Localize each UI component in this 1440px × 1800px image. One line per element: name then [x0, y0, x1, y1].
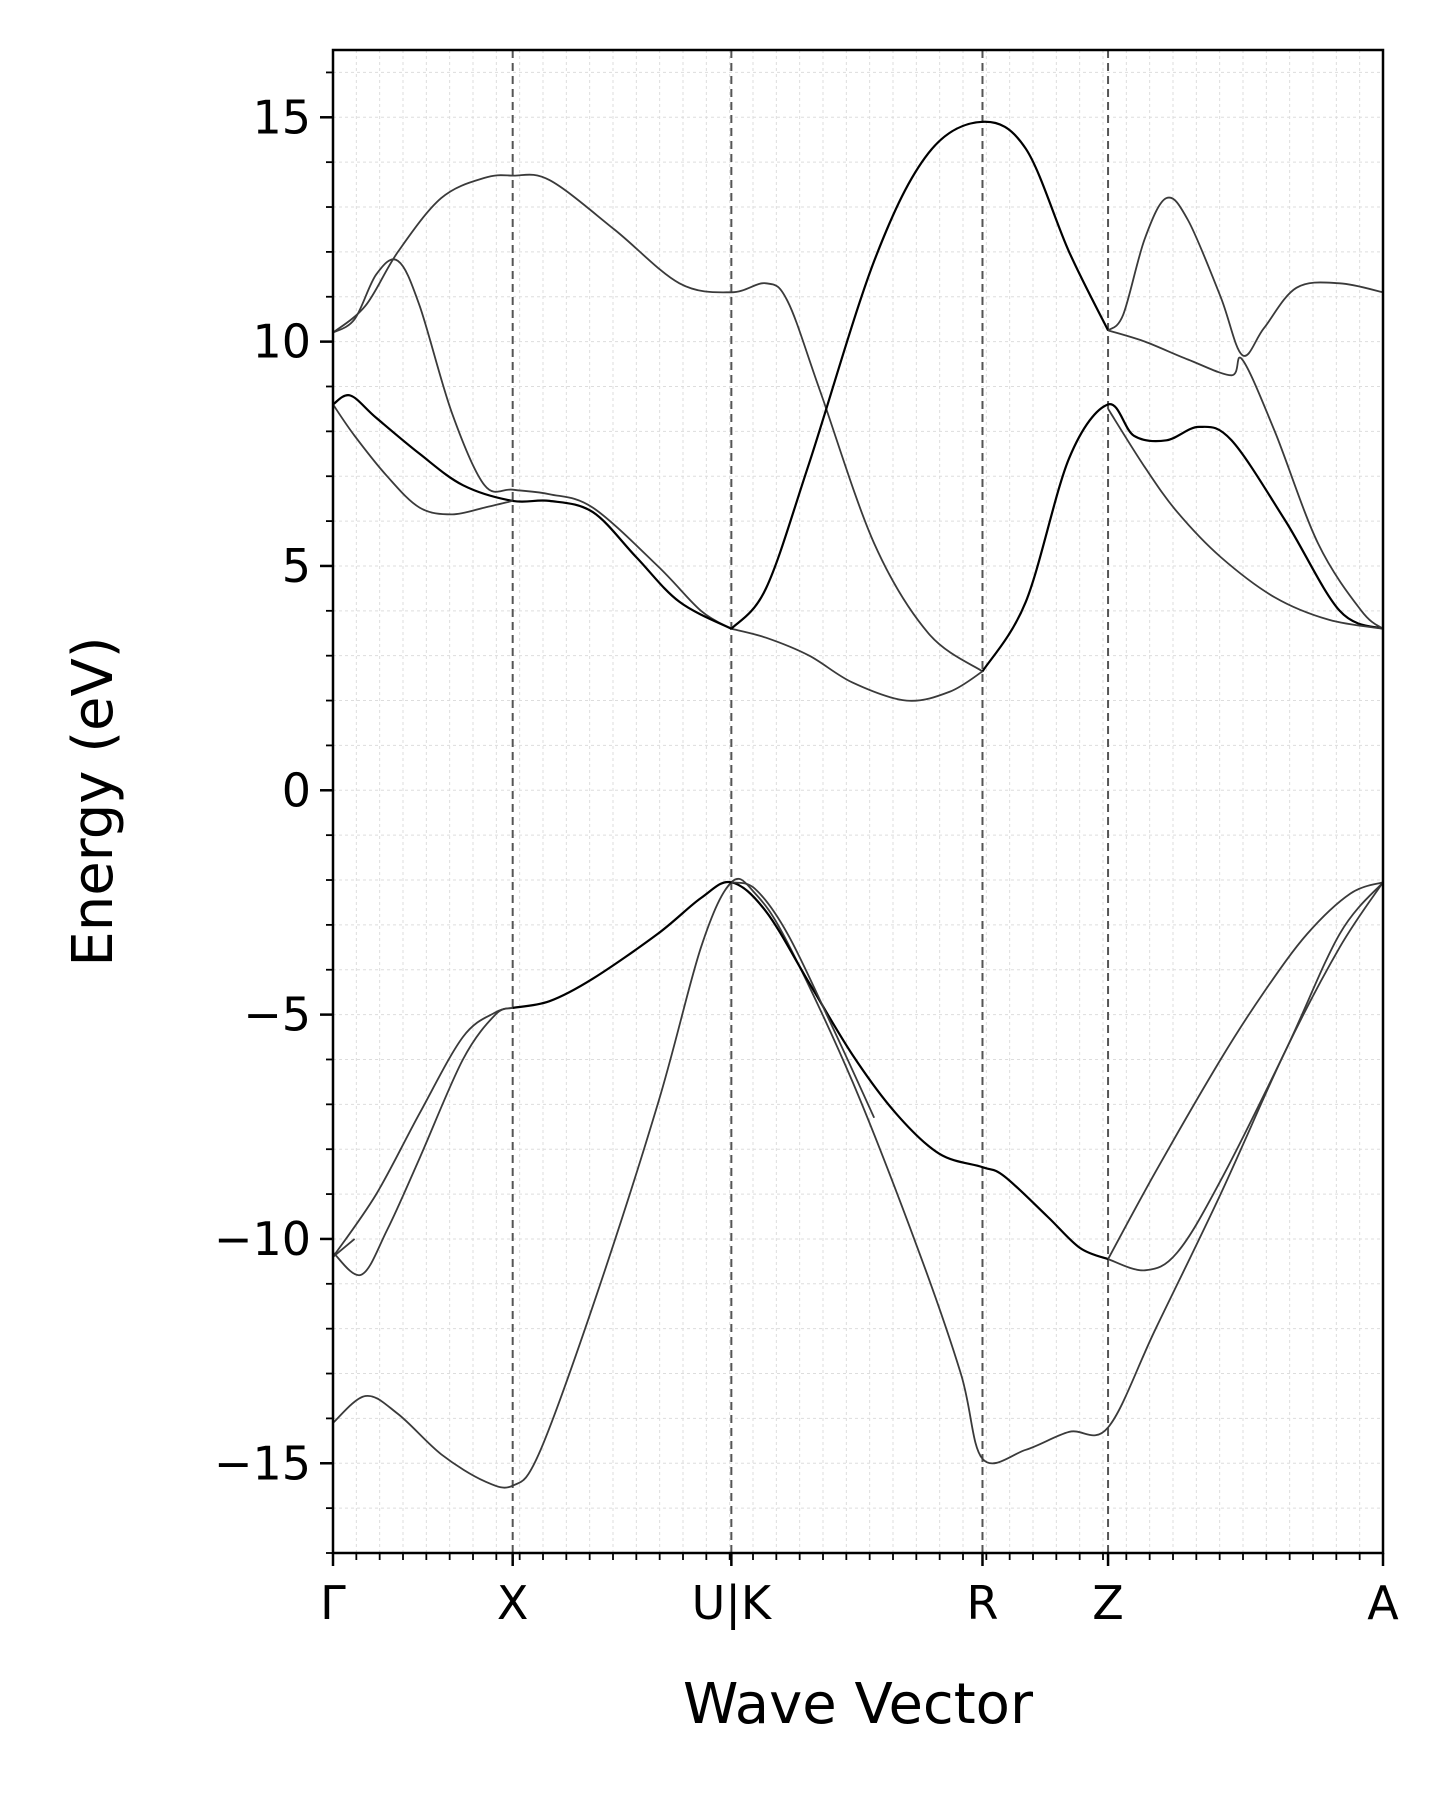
x-tick-label: R	[967, 1576, 999, 1630]
band-line-1	[332, 877, 1384, 1489]
band-line-5	[731, 881, 876, 1119]
y-tick-label: −10	[214, 1212, 311, 1266]
band-line-13	[731, 627, 983, 702]
band-lines	[332, 120, 1384, 1489]
y-tick-label: −5	[243, 988, 311, 1042]
band-line-18	[1107, 329, 1384, 630]
x-tick-label: Z	[1092, 1576, 1124, 1630]
band-line-12	[332, 403, 513, 516]
band-line-14	[730, 120, 1110, 630]
x-tick-label: Γ	[320, 1576, 346, 1630]
minor-grid	[333, 50, 1383, 1554]
y-ticks: 15 10 5 0 −5 −10 −15	[214, 71, 333, 1554]
x-tick-label: U|K	[692, 1576, 773, 1631]
band-line-9	[332, 173, 984, 673]
x-axis-label: Wave Vector	[683, 1672, 1034, 1737]
band-line-2	[332, 1007, 514, 1276]
x-ticks: Γ X U|K R Z A	[320, 1553, 1399, 1631]
x-tick-label: A	[1367, 1576, 1399, 1630]
band-line-3	[332, 1007, 513, 1258]
y-tick-label: 0	[282, 763, 311, 817]
band-line-11	[332, 394, 732, 630]
plot-frame	[331, 48, 1385, 1555]
band-line-16	[1107, 408, 1384, 630]
band-line-17	[1107, 196, 1384, 357]
band-line-7	[1107, 881, 1384, 1260]
band-line-6	[1107, 881, 1384, 1272]
x-tick-label: X	[497, 1576, 529, 1630]
y-tick-label: 10	[252, 315, 311, 369]
band-line-10	[332, 258, 732, 630]
kpoint-lines	[511, 50, 1110, 1553]
y-tick-label: 15	[252, 90, 311, 144]
y-tick-label: −15	[214, 1436, 311, 1490]
band-line-4	[512, 880, 1109, 1261]
y-axis-label: Energy (eV)	[61, 636, 126, 966]
y-tick-label: 5	[282, 539, 311, 593]
band-line-15	[981, 403, 1384, 672]
